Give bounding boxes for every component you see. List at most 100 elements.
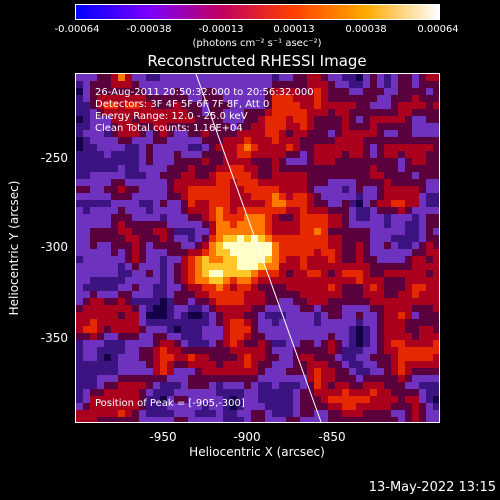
heatmap-cell: [244, 137, 251, 144]
x-axis-label: Heliocentric X (arcsec): [189, 445, 325, 459]
heatmap-cell: [195, 284, 202, 291]
heatmap-cell: [83, 116, 90, 123]
heatmap-cell: [216, 389, 223, 396]
heatmap-cell: [83, 312, 90, 319]
heatmap-cell: [363, 403, 370, 410]
heatmap-cell: [426, 137, 433, 144]
heatmap-cell: [223, 74, 230, 81]
heatmap-cell: [419, 340, 426, 347]
heatmap-cell: [391, 375, 398, 382]
heatmap-cell: [76, 186, 83, 193]
heatmap-cell: [202, 193, 209, 200]
heatmap-cell: [349, 312, 356, 319]
heatmap-cell: [202, 214, 209, 221]
heatmap-cell: [370, 298, 377, 305]
heatmap-cell: [104, 235, 111, 242]
heatmap-cell: [426, 403, 433, 410]
heatmap-cell: [321, 277, 328, 284]
heatmap-cell: [328, 382, 335, 389]
heatmap-cell: [342, 319, 349, 326]
heatmap-cell: [335, 144, 342, 151]
heatmap-cell: [342, 361, 349, 368]
heatmap-cell: [377, 277, 384, 284]
heatmap-cell: [167, 305, 174, 312]
heatmap-cell: [426, 382, 433, 389]
heatmap-cell: [279, 158, 286, 165]
heatmap-cell: [307, 109, 314, 116]
heatmap-cell: [426, 95, 433, 102]
heatmap-cell: [83, 193, 90, 200]
heatmap-cell: [237, 298, 244, 305]
heatmap-cell: [279, 214, 286, 221]
heatmap-cell: [167, 130, 174, 137]
heatmap-cell: [181, 312, 188, 319]
heatmap-cell: [237, 277, 244, 284]
heatmap-cell: [209, 368, 216, 375]
heatmap-cell: [272, 74, 279, 81]
heatmap-cell: [181, 368, 188, 375]
heatmap-cell: [321, 263, 328, 270]
heatmap-cell: [237, 333, 244, 340]
heatmap-cell: [90, 389, 97, 396]
heatmap-cell: [405, 242, 412, 249]
heatmap-cell: [181, 137, 188, 144]
heatmap-cell: [174, 214, 181, 221]
heatmap-cell: [314, 179, 321, 186]
heatmap-cell: [300, 158, 307, 165]
heatmap-cell: [377, 207, 384, 214]
heatmap-cell: [97, 179, 104, 186]
heatmap-cell: [286, 95, 293, 102]
heatmap-cell: [412, 116, 419, 123]
heatmap-cell: [132, 172, 139, 179]
heatmap-cell: [314, 298, 321, 305]
heatmap-cell: [426, 389, 433, 396]
heatmap-cell: [384, 165, 391, 172]
heatmap-cell: [391, 228, 398, 235]
heatmap-cell: [125, 228, 132, 235]
heatmap-cell: [139, 396, 146, 403]
heatmap-cell: [356, 151, 363, 158]
heatmap-cell: [223, 270, 230, 277]
heatmap-cell: [265, 200, 272, 207]
heatmap-cell: [321, 375, 328, 382]
heatmap-cell: [111, 235, 118, 242]
heatmap-cell: [90, 172, 97, 179]
x-tick-label: -900: [233, 430, 261, 444]
heatmap-cell: [125, 207, 132, 214]
heatmap-cell: [342, 277, 349, 284]
heatmap-cell: [139, 165, 146, 172]
heatmap-cell: [83, 417, 90, 422]
heatmap-cell: [349, 347, 356, 354]
heatmap-cell: [244, 158, 251, 165]
heatmap-cell: [202, 410, 209, 417]
heatmap-cell: [188, 249, 195, 256]
heatmap-cell: [160, 214, 167, 221]
heatmap-cell: [321, 298, 328, 305]
heatmap-cell: [272, 410, 279, 417]
heatmap-cell: [377, 389, 384, 396]
heatmap-cell: [335, 382, 342, 389]
heatmap-cell: [335, 172, 342, 179]
heatmap-cell: [433, 361, 439, 368]
heatmap-cell: [293, 214, 300, 221]
heatmap-cell: [195, 298, 202, 305]
heatmap-cell: [405, 207, 412, 214]
heatmap-cell: [258, 298, 265, 305]
heatmap-cell: [321, 361, 328, 368]
heatmap-cell: [356, 382, 363, 389]
heatmap-cell: [104, 193, 111, 200]
heatmap-cell: [356, 109, 363, 116]
heatmap-cell: [405, 375, 412, 382]
heatmap-cell: [181, 347, 188, 354]
heatmap-cell: [83, 123, 90, 130]
heatmap-cell: [279, 144, 286, 151]
heatmap-cell: [188, 403, 195, 410]
heatmap-cell: [244, 186, 251, 193]
heatmap-cell: [139, 235, 146, 242]
heatmap-cell: [223, 389, 230, 396]
heatmap-cell: [433, 389, 439, 396]
heatmap-cell: [433, 228, 439, 235]
heatmap-cell: [384, 361, 391, 368]
heatmap-cell: [167, 291, 174, 298]
heatmap-cell: [230, 298, 237, 305]
